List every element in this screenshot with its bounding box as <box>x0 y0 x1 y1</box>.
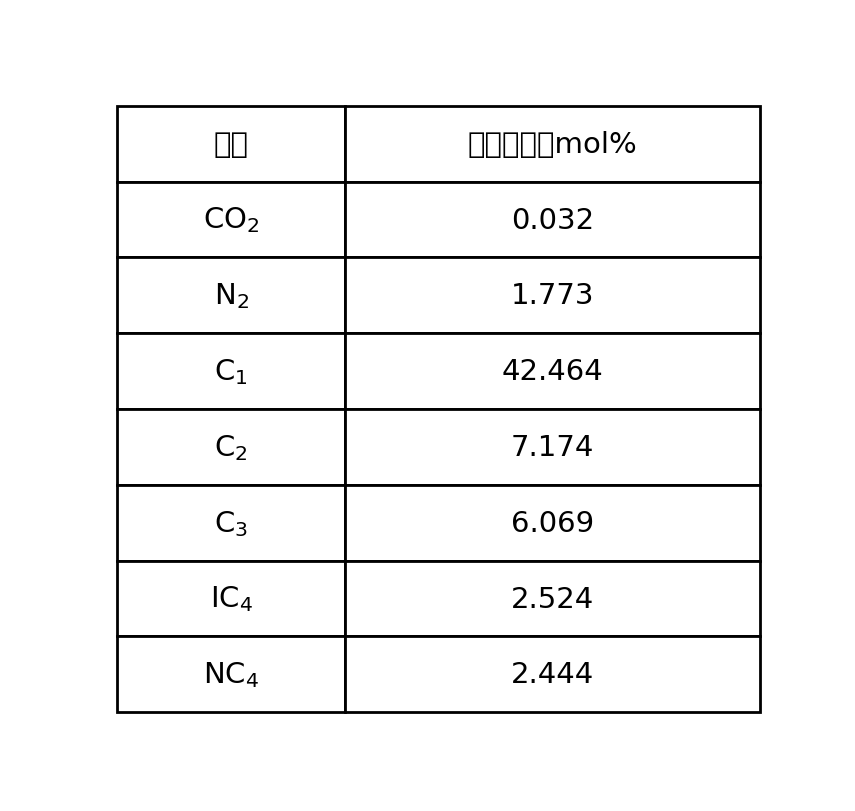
Text: 42.464: 42.464 <box>502 358 604 386</box>
Bar <box>345 107 759 182</box>
Text: N$_2$: N$_2$ <box>214 281 249 311</box>
Text: CO$_2$: CO$_2$ <box>203 205 259 235</box>
Bar <box>117 334 345 410</box>
Text: C$_2$: C$_2$ <box>215 432 248 462</box>
Text: C$_1$: C$_1$ <box>215 357 248 387</box>
Bar <box>345 182 759 258</box>
Text: NC$_4$: NC$_4$ <box>203 659 259 689</box>
Bar <box>117 107 345 182</box>
Text: 1.773: 1.773 <box>510 282 594 310</box>
Bar <box>345 637 759 712</box>
Text: 组分: 组分 <box>214 131 249 158</box>
Bar <box>117 258 345 334</box>
Bar <box>117 561 345 637</box>
Text: 7.174: 7.174 <box>510 433 594 461</box>
Bar <box>117 182 345 258</box>
Bar <box>345 334 759 410</box>
Text: IC$_4$: IC$_4$ <box>209 584 252 614</box>
Text: 0.032: 0.032 <box>511 206 594 234</box>
Bar <box>117 410 345 485</box>
Text: C$_3$: C$_3$ <box>214 508 248 538</box>
Bar <box>345 485 759 561</box>
Bar <box>117 485 345 561</box>
Bar <box>345 258 759 334</box>
Bar <box>345 561 759 637</box>
Text: 摩尔组成，mol%: 摩尔组成，mol% <box>468 131 637 158</box>
Text: 2.524: 2.524 <box>511 585 594 613</box>
Text: 6.069: 6.069 <box>511 509 594 537</box>
Bar <box>117 637 345 712</box>
Bar <box>345 410 759 485</box>
Text: 2.444: 2.444 <box>511 661 594 689</box>
